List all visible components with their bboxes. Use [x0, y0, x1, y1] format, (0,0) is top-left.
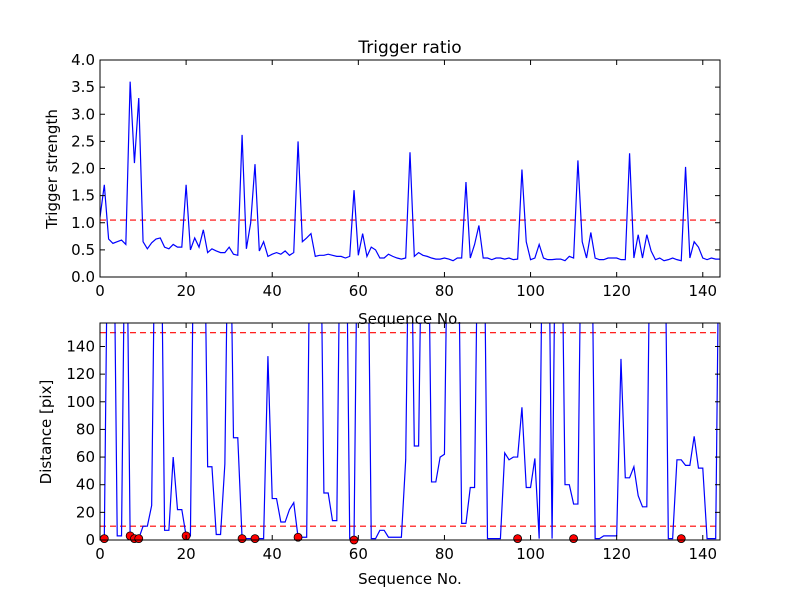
- x-tick-label: 0: [95, 545, 105, 563]
- x-tick-label: 80: [435, 282, 454, 300]
- series-line: [100, 81, 720, 262]
- x-tick-label: 20: [177, 282, 196, 300]
- top-y-axis-label: Trigger strength: [43, 109, 61, 230]
- y-tick-label: 0.0: [71, 268, 95, 286]
- x-tick-label: 40: [263, 545, 282, 563]
- top-chart-title: Trigger ratio: [357, 38, 461, 58]
- y-tick-label: 0.5: [71, 241, 95, 259]
- y-tick-label: 100: [66, 393, 95, 411]
- y-tick-label: 4.0: [71, 51, 95, 69]
- plot-frame: [99, 322, 721, 541]
- data-point-marker: [134, 534, 144, 544]
- bottom-y-axis-label: Distance [pix]: [37, 380, 55, 485]
- y-tick-label: 3.5: [71, 78, 95, 96]
- data-point-marker: [237, 534, 247, 544]
- y-tick-label: 20: [76, 503, 95, 521]
- y-tick-label: 40: [76, 476, 95, 494]
- trigger-ratio-panel: Trigger ratio Sequence No. Trigger stren…: [43, 38, 721, 328]
- x-tick-label: 80: [435, 545, 454, 563]
- y-tick-label: 1.5: [71, 187, 95, 205]
- y-tick-label: 140: [66, 337, 95, 355]
- x-tick-label: 140: [688, 545, 717, 563]
- y-tick-label: 120: [66, 365, 95, 383]
- x-tick-label: 120: [602, 545, 631, 563]
- bottom-x-axis-label: Sequence No.: [358, 570, 462, 588]
- data-point-marker: [513, 534, 523, 544]
- y-tick-label: 1.0: [71, 214, 95, 232]
- data-point-marker: [293, 532, 303, 542]
- x-tick-label: 0: [95, 282, 105, 300]
- y-tick-label: 2.5: [71, 132, 95, 150]
- y-tick-label: 0: [85, 531, 95, 549]
- x-tick-label: 100: [516, 545, 545, 563]
- x-tick-label: 100: [516, 282, 545, 300]
- x-tick-label: 140: [688, 282, 717, 300]
- x-tick-label: 60: [349, 282, 368, 300]
- data-point-marker: [99, 534, 109, 544]
- x-tick-label: 60: [349, 545, 368, 563]
- distance-panel: Sequence No. Distance [pix] 0 20 40 60 80 100…: [37, 322, 721, 588]
- x-tick-label: 120: [602, 282, 631, 300]
- x-tick-label: 20: [177, 545, 196, 563]
- series-line: [100, 323, 719, 540]
- data-point-marker: [676, 534, 686, 544]
- y-tick-label: 80: [76, 420, 95, 438]
- data-point-marker: [250, 534, 260, 544]
- y-tick-label: 2.0: [71, 160, 95, 178]
- x-tick-label: 40: [263, 282, 282, 300]
- data-point-marker: [569, 534, 579, 544]
- y-tick-label: 3.0: [71, 105, 95, 123]
- y-tick-label: 60: [76, 448, 95, 466]
